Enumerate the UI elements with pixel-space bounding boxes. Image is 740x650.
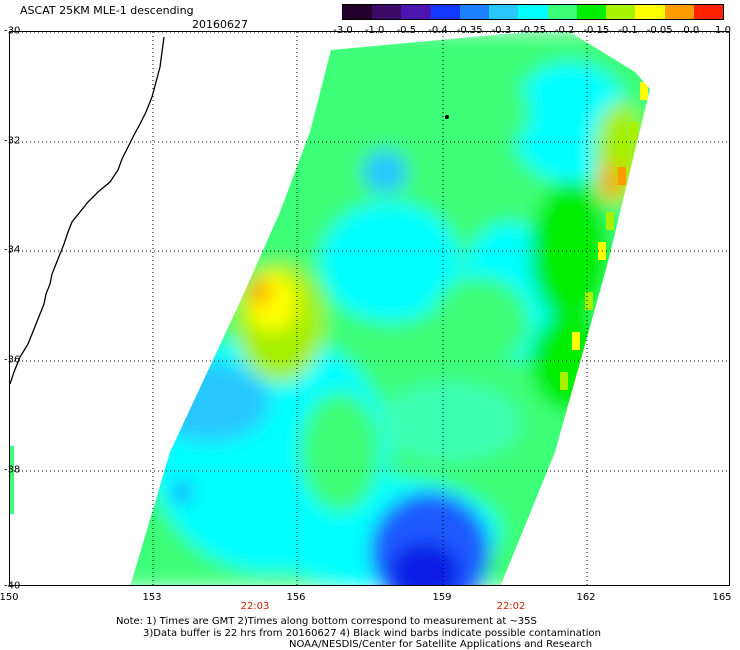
- longitude-label: 150: [0, 592, 19, 603]
- footnote-line-2: 3)Data buffer is 22 hrs from 20160627 4)…: [143, 628, 601, 639]
- footnote-line-3: NOAA/NESDIS/Center for Satellite Applica…: [289, 639, 593, 650]
- swath-cyan-region: [320, 202, 460, 322]
- color-scale-tick-label: 0.0: [683, 25, 700, 36]
- wind-swath-map: [10, 32, 729, 585]
- color-scale-tick-label: -0.3: [491, 25, 512, 36]
- product-title: ASCAT 25KM MLE-1 descending: [20, 4, 194, 17]
- color-scale-swatch: [343, 5, 373, 19]
- latitude-label: -30: [4, 25, 21, 37]
- color-scale-swatch: [401, 5, 432, 19]
- footnote-line-1: Note: 1) Times are GMT 2)Times along bot…: [116, 616, 537, 627]
- color-scale-swatch: [547, 5, 578, 19]
- color-scale-tick-label: -0.35: [456, 25, 483, 36]
- swath-green-region: [270, 42, 350, 142]
- swath-green-region: [390, 62, 530, 162]
- color-scale-tick-label: -0.25: [520, 25, 546, 36]
- color-scale-tick-label: -0.2: [554, 25, 575, 36]
- coastal-data-strip: [10, 446, 14, 514]
- color-scale-tick-label: -0.1: [618, 25, 638, 36]
- swath-aqua-region: [380, 382, 520, 462]
- longitude-label: 159: [432, 592, 452, 603]
- color-scale-tick-label: -0.05: [646, 25, 673, 36]
- swath-blue-region: [174, 482, 190, 502]
- color-scale-swatch: [489, 5, 519, 19]
- latitude-label: -36: [4, 354, 21, 366]
- swath-green-region: [430, 277, 530, 367]
- color-scale-tick-label: -0.5: [396, 25, 417, 36]
- coastline: [10, 36, 165, 385]
- product-date: 20160627: [192, 18, 248, 31]
- color-scale-swatch: [576, 5, 607, 19]
- longitude-label: 153: [142, 592, 162, 603]
- color-scale-bar: [342, 4, 724, 20]
- swath-edge-pixel: [606, 212, 614, 230]
- swath-edge-pixel: [618, 167, 626, 185]
- color-scale-tick-label: 1.0: [715, 25, 731, 36]
- swath-green-region: [530, 182, 610, 322]
- wind-swath: [130, 32, 650, 585]
- color-scale-swatch: [459, 5, 490, 19]
- color-scale-swatch: [372, 5, 402, 19]
- swath-edge-pixel: [630, 122, 638, 140]
- map-panel: [9, 31, 730, 586]
- swath-time-right: 22:02: [496, 601, 526, 612]
- swath-lightblue-region: [150, 362, 270, 442]
- swath-edge-pixel: [560, 372, 568, 390]
- color-scale-tick-label: -3.0: [333, 25, 353, 36]
- swath-green-region: [300, 392, 380, 512]
- contamination-marker: [445, 115, 449, 119]
- color-scale-tick-label: -0.4: [428, 25, 448, 36]
- swath-edge-pixel: [572, 332, 580, 350]
- longitude-label: 162: [576, 592, 596, 603]
- swath-orange-region: [250, 278, 270, 306]
- latitude-label: -32: [4, 135, 21, 147]
- color-scale-swatch: [430, 5, 461, 19]
- latitude-label: -38: [4, 464, 21, 476]
- color-scale-swatch: [518, 5, 549, 19]
- color-scale-tick-label: -1.0: [364, 25, 385, 36]
- color-scale-tick-label: -0.15: [583, 25, 610, 36]
- color-scale-swatch: [693, 5, 724, 19]
- swath-green-region: [530, 312, 610, 412]
- swath-time-left: 22:03: [240, 601, 270, 612]
- swath-orange-region: [600, 162, 620, 202]
- color-scale-swatch: [635, 5, 666, 19]
- color-scale-swatch: [664, 5, 695, 19]
- longitude-label: 165: [712, 592, 732, 603]
- swath-edge-pixel: [640, 82, 648, 100]
- swath-edge-pixel: [585, 292, 593, 310]
- longitude-label: 156: [286, 592, 306, 603]
- color-scale-swatch: [606, 5, 636, 19]
- latitude-label: -34: [4, 244, 21, 256]
- swath-lightblue-region: [363, 150, 407, 194]
- latitude-label: -40: [4, 580, 21, 592]
